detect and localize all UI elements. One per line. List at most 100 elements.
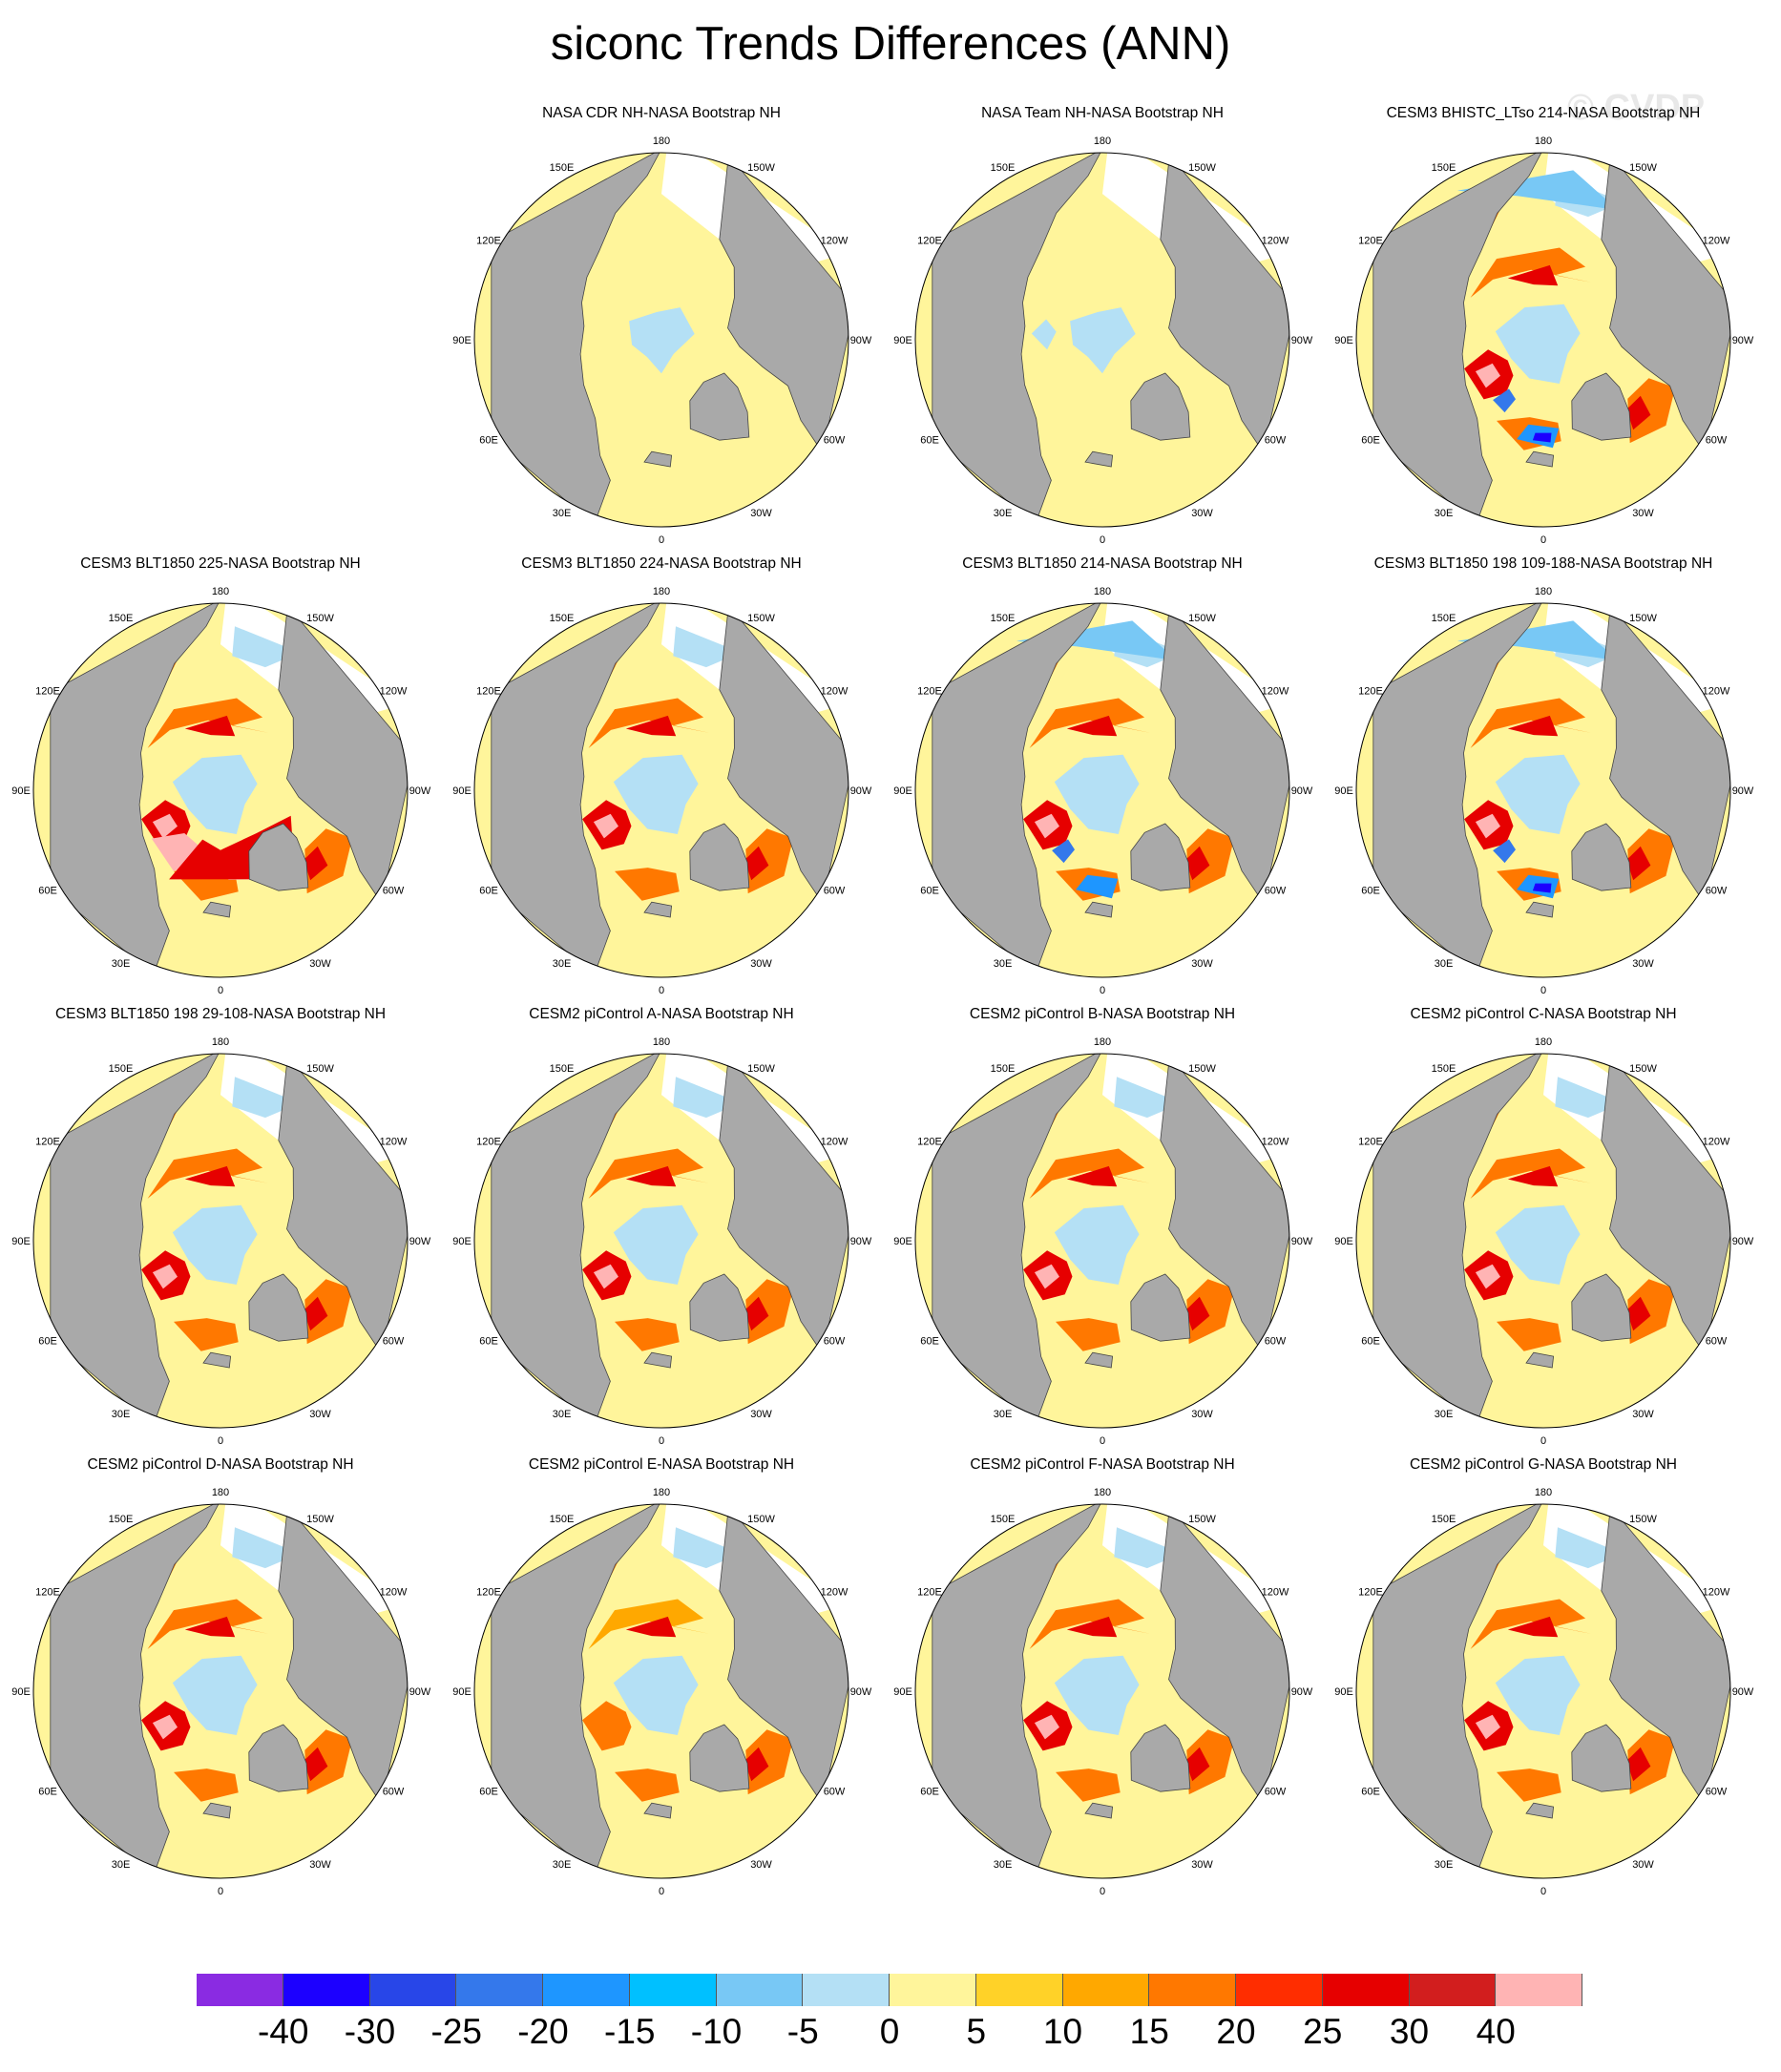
longitude-label: 90W [850,335,872,346]
longitude-label: 30W [750,958,772,970]
trend-region [304,1279,353,1345]
longitude-label: 150E [109,1063,134,1075]
land-eurasia [491,153,662,526]
colorbar-label: -30 [344,2012,396,2051]
polar-map: 180 150E 120E 90E 60E 30E 0 30W 60W 90W 120W 150W [893,586,1313,996]
longitude-label: 150W [1188,1514,1216,1525]
polar-map: 180 150E 120E 90E 60E 30E 0 30W 60W 90W 120W 150W [452,1487,872,1897]
colorbar-swatch [716,1974,804,2006]
trend-region [1497,1769,1561,1802]
land-iceland [1525,901,1555,918]
longitude-label: 90E [452,1236,471,1247]
land-eurasia [1372,1504,1544,1877]
trend-region [613,754,699,834]
land-iceland [1084,450,1114,468]
longitude-label: 120W [380,686,408,698]
map-panel: CESM2 piControl C-NASA Bootstrap NH 180 15… [1323,1006,1764,1455]
land-greenland [689,1273,750,1342]
colorbar-swatch [283,1974,370,2006]
longitude-label: 150E [1432,162,1456,174]
longitude-label: 60W [1706,1336,1728,1348]
trend-region [172,754,258,834]
trend-region [744,1296,769,1331]
trend-region [1507,264,1559,286]
land-north-america [719,1505,849,1805]
longitude-label: 150W [1629,1514,1657,1525]
land-greenland [1571,823,1632,891]
map-panel: NASA CDR NH-NASA Bootstrap NH 180 150E 120E… [441,105,882,554]
land-iceland [1084,1802,1114,1819]
longitude-label: 60W [1265,1787,1287,1798]
panel-title: CESM2 piControl B-NASA Bootstrap NH [969,1006,1236,1022]
colorbar-label: 25 [1303,2012,1343,2051]
longitude-label: 60W [1706,435,1728,447]
trend-region [745,828,794,894]
land-eurasia [932,603,1103,976]
colorbar-label: -40 [258,2012,309,2051]
trend-region [1475,1264,1500,1289]
land-eurasia [491,603,662,976]
trend-region [1470,247,1592,298]
longitude-label: 0 [1540,985,1546,996]
colorbar-swatch [629,1974,717,2006]
map-boundary [32,602,409,978]
trend-region [744,846,769,881]
land-north-america [1160,604,1289,904]
panel-title: CESM3 BHISTC_LTso 214-NASA Bootstrap NH [1386,105,1701,121]
land-north-america [719,154,849,453]
longitude-label: 90E [1334,335,1353,346]
trend-region [147,698,269,748]
longitude-label: 120E [476,686,501,698]
longitude-label: 30E [553,1859,572,1871]
longitude-label: 180 [1535,1036,1552,1048]
trend-region [304,1729,353,1795]
polar-map: 180 150E 120E 90E 60E 30E 0 30W 60W 90W 120W 150W [1334,136,1754,546]
trend-region [1185,846,1210,881]
trend-region [152,813,178,839]
longitude-label: 30W [750,508,772,519]
longitude-label: 120W [1262,236,1289,247]
land-iceland [202,901,232,918]
map-boundary [914,602,1290,978]
longitude-label: 180 [1094,1487,1111,1498]
longitude-label: 180 [212,1036,229,1048]
watermark: © CVDP [1567,88,1706,128]
longitude-label: 90W [1732,785,1754,797]
trend-region [613,1204,699,1285]
longitude-label: 90W [409,785,431,797]
longitude-label: 180 [212,1487,229,1498]
longitude-label: 30W [309,1859,331,1871]
longitude-label: 150W [306,1063,334,1075]
land-iceland [643,450,673,468]
longitude-label: 90W [1732,1236,1754,1247]
map-panel: CESM3 BLT1850 214-NASA Bootstrap NH 180 15… [882,555,1323,1004]
trend-region [1626,1296,1651,1331]
longitude-label: 60W [1265,1336,1287,1348]
longitude-label: 180 [653,1036,670,1048]
longitude-label: 90E [11,1236,31,1247]
longitude-label: 90W [1291,1236,1313,1247]
longitude-label: 30W [1191,1859,1213,1871]
longitude-label: 120W [1262,686,1289,698]
trend-region [1627,828,1676,894]
trend-region [582,1701,632,1751]
land-north-america [278,1055,408,1354]
longitude-label: 120E [35,1137,60,1148]
panel-title: CESM2 piControl F-NASA Bootstrap NH [970,1456,1235,1473]
longitude-label: 30E [553,508,572,519]
longitude-label: 0 [218,1435,223,1447]
longitude-label: 120W [821,686,849,698]
panel-title: CESM3 BLT1850 225-NASA Bootstrap NH [80,555,361,572]
longitude-label: 90E [452,785,471,797]
longitude-label: 180 [1094,586,1111,597]
longitude-label: 60W [824,886,846,897]
panel-title: CESM2 piControl G-NASA Bootstrap NH [1410,1456,1677,1473]
trend-region [593,1264,618,1289]
colorbar-label: -10 [690,2012,743,2051]
longitude-label: 0 [1100,1886,1105,1897]
trend-region [184,715,236,737]
trend-region [588,1148,710,1199]
polar-map: 180 150E 120E 90E 60E 30E 0 30W 60W 90W 120W 150W [452,136,872,546]
longitude-label: 150E [550,1514,575,1525]
trend-region [1029,1599,1151,1649]
